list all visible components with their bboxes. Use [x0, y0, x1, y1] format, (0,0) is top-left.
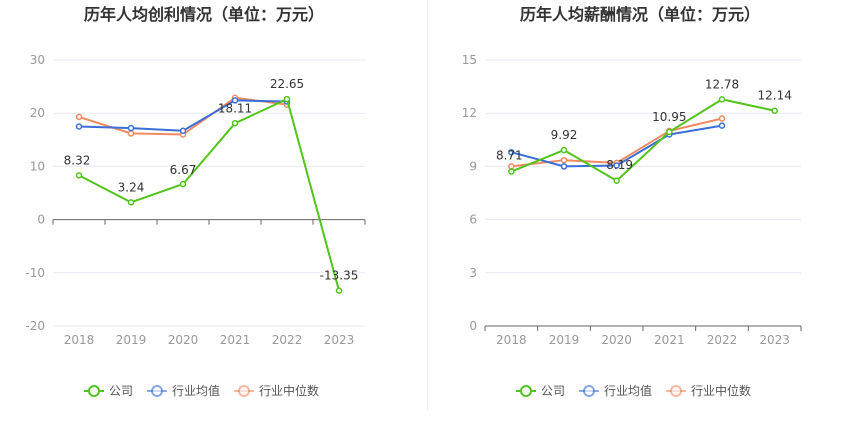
profit-y-tick-label: 0 [37, 213, 45, 227]
profit-point-industry_avg [231, 97, 239, 104]
profit-x-tick-label: 2022 [272, 333, 303, 347]
profit-series-line-company [78, 98, 340, 291]
salary-point-company [613, 177, 620, 185]
profit-legend-circle-icon [238, 385, 250, 397]
salary-point-industry_median [508, 163, 515, 170]
salary-y-tick-label: 9 [469, 159, 477, 173]
salary-data-label: 10.95 [652, 110, 686, 124]
profit-point-company [179, 180, 187, 188]
profit-x-tick-label: 2019 [116, 333, 147, 347]
profit-legend-circle-icon [151, 385, 163, 397]
salary-data-label: 8.19 [606, 158, 633, 172]
salary-point-industry_avg [718, 122, 726, 129]
salary-y-tick-label: 15 [462, 53, 477, 67]
profit-y-tick-label: 20 [30, 106, 45, 120]
salary-chart-title: 历年人均薪酬情况（单位：万元） [520, 5, 760, 24]
salary-point-company [718, 96, 726, 103]
profit-point-company [283, 95, 291, 103]
salary-legend-label: 行业中位数 [691, 383, 751, 398]
profit-point-company [127, 199, 135, 206]
profit-legend-label: 行业中位数 [259, 383, 319, 398]
salary-legend-label: 公司 [541, 384, 565, 398]
salary-legend-circle-icon [520, 385, 532, 397]
salary-x-tick-label: 2018 [496, 333, 527, 347]
salary-data-label: 12.14 [757, 89, 791, 103]
salary-point-industry_median [560, 156, 568, 164]
salary-point-company [771, 107, 778, 114]
salary-point-company [666, 128, 673, 136]
profit-x-tick-label: 2018 [64, 333, 95, 347]
profit-y-tick-label: 30 [30, 53, 45, 67]
salary-point-industry_avg [560, 163, 568, 170]
chart-divider [427, 0, 428, 410]
profit-x-tick-label: 2023 [324, 333, 355, 347]
salary-y-tick-label: 0 [469, 319, 477, 333]
salary-data-label: 9.92 [551, 128, 578, 142]
profit-point-industry_median [127, 130, 135, 137]
salary-y-tick-label: 12 [462, 106, 477, 120]
profit-point-industry_avg [179, 127, 187, 135]
salary-legend-circle-icon [583, 385, 595, 397]
salary-point-company [560, 146, 568, 154]
salary-point-company [508, 168, 515, 175]
salary-data-label: 12.78 [705, 77, 739, 91]
salary-y-tick-label: 3 [469, 266, 477, 280]
salary-series-line-company [510, 98, 775, 182]
profit-data-label: 6.67 [170, 163, 197, 177]
profit-data-label: -13.35 [320, 269, 359, 283]
salary-legend-circle-icon [670, 385, 682, 397]
profit-data-label: 8.32 [64, 153, 91, 167]
salary-y-tick-label: 6 [469, 213, 477, 227]
profit-data-label: 18.11 [218, 101, 252, 115]
salary-point-industry_avg [508, 148, 515, 156]
profit-x-tick-label: 2020 [168, 333, 199, 347]
profit-data-label: 22.65 [270, 77, 304, 91]
salary-point-industry_median [718, 115, 726, 122]
profit-point-company [335, 287, 343, 294]
salary-x-tick-label: 2019 [549, 333, 580, 347]
profit-x-tick-label: 2021 [220, 333, 251, 347]
profit-point-company [75, 172, 83, 179]
profit-legend-label: 行业均值 [172, 383, 220, 398]
profit-y-tick-label: -10 [25, 266, 45, 280]
salary-data-label: 8.71 [496, 149, 523, 163]
profit-point-industry_avg [75, 123, 83, 130]
profit-legend-label: 公司 [109, 384, 133, 398]
salary-x-tick-label: 2023 [759, 333, 790, 347]
salary-x-tick-label: 2021 [654, 333, 685, 347]
salary-point-industry_avg [613, 162, 620, 169]
profit-point-industry_avg [127, 124, 135, 132]
salary-x-tick-label: 2022 [707, 333, 738, 347]
profit-legend-circle-icon [88, 385, 100, 397]
profit-data-label: 3.24 [118, 180, 145, 194]
profit-point-company [231, 120, 239, 127]
profit-point-industry_median [75, 113, 83, 121]
profit-chart-title: 历年人均创利情况（单位：万元） [84, 5, 324, 24]
profit-y-tick-label: -20 [25, 319, 45, 333]
salary-legend-label: 行业均值 [604, 383, 652, 398]
profit-y-tick-label: 10 [30, 159, 45, 173]
salary-x-tick-label: 2020 [601, 333, 632, 347]
